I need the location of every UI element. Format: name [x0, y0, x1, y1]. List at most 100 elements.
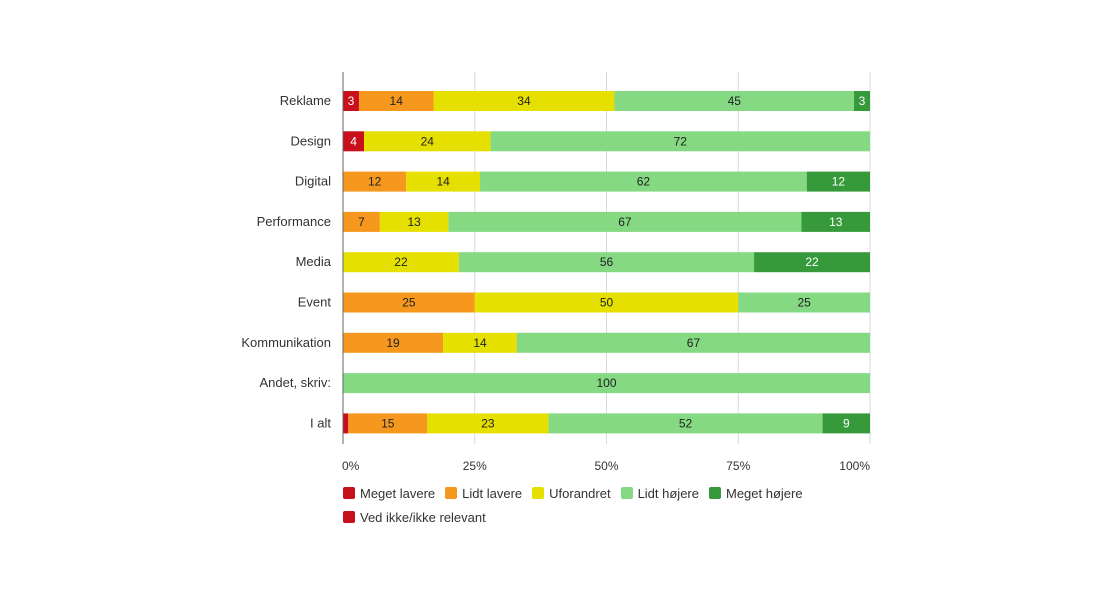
category-label: Digital	[295, 174, 331, 189]
x-tick-label: 50%	[594, 459, 618, 473]
data-label: 24	[421, 134, 435, 148]
legend-label: Lidt lavere	[462, 485, 523, 501]
bar-segment[interactable]	[427, 413, 549, 434]
legend-swatch	[445, 487, 458, 499]
bar-segment[interactable]	[379, 211, 449, 232]
legend-item-meget-lavere[interactable]: Meget lavere	[343, 486, 435, 501]
bar-segment[interactable]	[358, 91, 434, 111]
data-label: 22	[805, 255, 819, 269]
bar-segment[interactable]	[343, 373, 870, 394]
data-label: 62	[637, 175, 651, 189]
data-label: 14	[436, 175, 450, 189]
bar-segment[interactable]	[343, 211, 380, 232]
data-label: 12	[832, 175, 846, 189]
category-label: Performance	[257, 214, 331, 229]
bar-segment[interactable]	[754, 252, 870, 273]
bar-segment[interactable]	[364, 131, 491, 152]
category-label: Andet, skriv:	[259, 375, 331, 390]
legend: Meget lavere Lidt lavere Uforandret Lidt…	[343, 481, 863, 529]
bar-segment[interactable]	[516, 332, 870, 353]
legend-label: Ved ikke/ikke relevant	[360, 509, 486, 525]
bar-segment[interactable]	[343, 413, 349, 434]
legend-swatch	[708, 487, 721, 499]
data-label: 14	[390, 94, 404, 108]
data-label: 45	[728, 94, 742, 108]
data-label: 3	[859, 94, 866, 108]
bar-segment[interactable]	[806, 171, 870, 192]
x-tick-label: 0%	[342, 459, 360, 473]
data-label: 34	[517, 94, 531, 108]
legend-label: Meget lavere	[360, 485, 436, 501]
data-label: 25	[797, 296, 811, 310]
data-label: 67	[687, 336, 701, 350]
x-tick-label: 25%	[463, 459, 487, 473]
legend-swatch	[343, 487, 355, 499]
category-label: Kommunikation	[241, 335, 331, 350]
data-label: 72	[674, 134, 688, 148]
data-label: 15	[381, 416, 395, 430]
data-label: 22	[394, 255, 408, 269]
x-tick-label: 75%	[726, 459, 750, 473]
data-label: 50	[600, 296, 614, 310]
data-label: 4	[350, 134, 357, 148]
x-tick-label: 100%	[839, 459, 870, 473]
bar-segment[interactable]	[433, 91, 615, 111]
bar-segment[interactable]	[738, 292, 870, 313]
data-label: 67	[618, 215, 632, 229]
bar-segment[interactable]	[343, 332, 444, 353]
bar-segment[interactable]	[343, 252, 459, 273]
data-label: 19	[386, 336, 400, 350]
data-label: 23	[481, 416, 495, 430]
bar-segment[interactable]	[448, 211, 802, 232]
data-label: 25	[402, 296, 416, 310]
data-label: 12	[368, 175, 382, 189]
category-label: I alt	[310, 415, 331, 430]
data-label: 9	[843, 416, 850, 430]
legend-item-lidt-lavere[interactable]: Lidt lavere	[445, 486, 522, 501]
bar-segment[interactable]	[490, 131, 870, 152]
data-label: 56	[600, 255, 614, 269]
bar-segment[interactable]	[406, 171, 481, 192]
category-label: Event	[298, 295, 332, 310]
bar-segment[interactable]	[348, 413, 428, 434]
legend-label: Lidt højere	[637, 485, 699, 501]
bar-segment[interactable]	[614, 91, 855, 111]
x-axis-tick-labels: 0% 25% 50% 75% 100%	[342, 459, 870, 473]
legend-item-uforandret[interactable]: Uforandret	[532, 485, 611, 501]
data-label: 13	[829, 215, 843, 229]
legend-row-2: Ved ikke/ikke relevant	[343, 505, 863, 529]
bar-segment[interactable]	[343, 292, 475, 313]
bar-segment[interactable]	[480, 171, 807, 192]
category-label: Design	[291, 133, 331, 148]
legend-item-ved-ikke[interactable]: Ved ikke/ikke relevant	[343, 510, 486, 525]
legend-item-meget-hojere[interactable]: Meget højere	[708, 485, 803, 501]
bar-segment[interactable]	[443, 332, 517, 353]
data-label: 14	[473, 336, 487, 350]
data-label: 100	[596, 376, 616, 390]
bar-segment[interactable]	[474, 292, 739, 313]
bar-segment[interactable]	[822, 413, 870, 434]
data-label: 7	[358, 215, 365, 229]
bar-segment[interactable]	[548, 413, 823, 434]
legend-swatch	[343, 511, 355, 523]
category-label: Reklame	[280, 93, 331, 108]
legend-item-lidt-hojere[interactable]: Lidt højere	[620, 485, 699, 501]
bar-segment[interactable]	[801, 211, 870, 232]
data-label: 13	[407, 215, 421, 229]
legend-row-1: Meget lavere Lidt lavere Uforandret Lidt…	[343, 481, 863, 505]
bar-segment[interactable]	[458, 252, 755, 273]
legend-swatch	[620, 487, 633, 499]
category-labels: Reklame Design Digital Performance Media Even…	[241, 93, 331, 430]
legend-swatch	[532, 487, 545, 499]
legend-label: Uforandret	[549, 485, 611, 501]
bar-segment[interactable]	[343, 171, 407, 192]
data-label: 52	[679, 416, 693, 430]
bar-segment[interactable]	[343, 91, 359, 111]
data-label: 3	[348, 94, 355, 108]
legend-label: Meget højere	[725, 485, 803, 501]
category-label: Media	[296, 254, 332, 269]
bar-segment[interactable]	[343, 131, 365, 152]
bar-segment[interactable]	[854, 91, 870, 111]
